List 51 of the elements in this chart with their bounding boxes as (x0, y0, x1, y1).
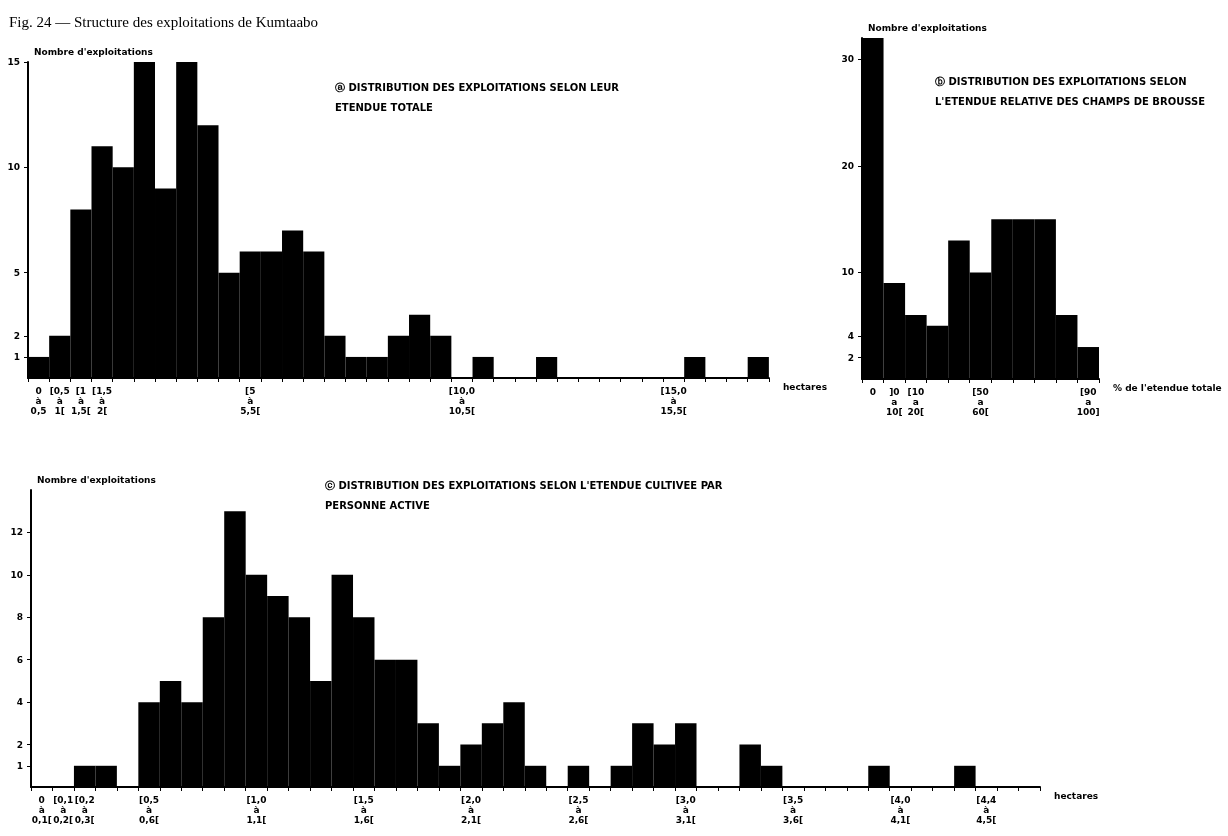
x-axis-title: hectares (1054, 790, 1099, 801)
x-tick-label: [0,5 à 1[ (49, 386, 70, 416)
y-tick-label: 4 (16, 697, 23, 708)
x-tick-label: [1,5 à 2[ (92, 386, 113, 416)
y-tick-label: 10 (841, 267, 854, 278)
x-tick-label: [0,1 à 0,2[ (53, 795, 74, 825)
x-tick-label: [5 à 5,5[ (240, 386, 261, 416)
y-tick-label: 30 (841, 54, 854, 65)
x-tick-label: [90 a 100] (1076, 387, 1100, 417)
y-tick-label: 5 (13, 267, 20, 278)
y-tick-label: 8 (16, 612, 23, 623)
y-axis-title: Nombre d'exploitations (37, 474, 156, 485)
x-tick-label: [0,2 à 0,3[ (74, 795, 95, 825)
x-tick-label: [4,0 à 4,1[ (890, 795, 911, 825)
y-axis-title: Nombre d'exploitations (868, 22, 987, 33)
x-tick-label: [1,0 à 1,1[ (246, 795, 267, 825)
y-tick-label: 10 (7, 162, 20, 173)
x-tick-label: [1,5 à 1,6[ (353, 795, 374, 825)
y-tick-label: 1 (16, 760, 23, 771)
x-tick-label: [2,5 à 2,6[ (568, 795, 589, 825)
y-tick-label: 2 (16, 739, 23, 750)
y-tick-label: 1 (13, 351, 20, 362)
x-axis-title: hectares (782, 381, 827, 392)
chart-title: ⓒ DISTRIBUTION DES EXPLOITATIONS SELON L'ETENDUE CULTIVEE PAR PERSONNE ACTIVE (325, 479, 726, 511)
chart-title: Fig. 24 — Structure des exploitations de Kumtaabo (9, 14, 319, 30)
y-tick-label: 10 (10, 569, 23, 580)
x-tick-label: [3,5 à 3,6[ (783, 795, 804, 825)
x-tick-label: [15,0 à 15,5[ (660, 386, 687, 416)
x-tick-label: [50 a 60[ (972, 387, 989, 417)
y-tick-label: 2 (13, 330, 20, 341)
x-tick-label: [1 à 1,5[ (70, 386, 91, 416)
text: ⓐ DISTRIBUTION DES EXPLOITATIONS SELON LEUR ETENDUE TOTALE (335, 81, 623, 113)
x-tick-label: 0 à 0,5 (30, 386, 47, 416)
x-tick-label: 0 (869, 387, 876, 397)
x-tick-label: [0,5 à 0,6[ (139, 795, 160, 825)
x-tick-label: [2,0 à 2,1[ (461, 795, 482, 825)
x-tick-label: [10 a 20[ (907, 387, 925, 417)
y-tick-label: 2 (847, 352, 854, 363)
y-tick-label: 20 (841, 160, 854, 171)
x-axis-title: % de l'etendue totale (1113, 382, 1222, 393)
y-tick-label: 15 (7, 57, 20, 67)
x-tick-label: [10,0 à 10,5[ (448, 386, 476, 416)
x-tick-label: [4,4 à 4,5[ (976, 795, 997, 825)
y-tick-label: 4 (847, 331, 854, 342)
x-tick-label: [3,0 à 3,1[ (675, 795, 696, 825)
x-tick-label: 0 à 0,1[ (31, 795, 52, 825)
y-tick-label: 6 (16, 654, 23, 665)
x-tick-label: ]0 a 10[ (886, 387, 903, 417)
text: ⓑ DISTRIBUTION DES EXPLOITATIONS SELON L'ETENDUE RELATIVE DES CHAMPS DE BROUSSE (935, 75, 1206, 107)
y-tick-label: 12 (10, 527, 23, 538)
y-axis-title: Nombre d'exploitations (34, 46, 153, 57)
